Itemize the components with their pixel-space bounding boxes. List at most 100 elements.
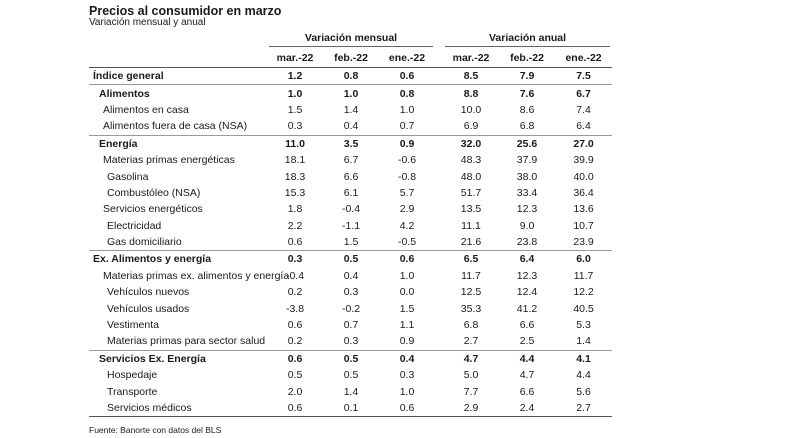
row-label: Electricidad bbox=[107, 219, 162, 232]
table-title: Precios al consumidor en marzo bbox=[89, 4, 282, 18]
table-cell: 8.8 bbox=[443, 84, 500, 102]
table-cell: 7.6 bbox=[499, 84, 556, 102]
table-cell: 1.5 bbox=[343, 236, 359, 249]
table-cell: 1.4 bbox=[576, 335, 591, 348]
table-row: Combustóleo (NSA) 15.3 6.1 5.7 51.7 33.4 36.4 bbox=[89, 185, 612, 201]
table-cell: -0.6 bbox=[397, 154, 417, 167]
table-cell: 0.3 bbox=[267, 250, 323, 268]
table-cell: 1.5 bbox=[287, 103, 303, 116]
table-cell: 0.9 bbox=[399, 335, 415, 348]
table-cell: 5.3 bbox=[576, 319, 591, 332]
group-header-annual: Variación anual bbox=[444, 32, 611, 47]
table-cell: 0.6 bbox=[267, 349, 323, 368]
table-cell: 8.6 bbox=[519, 103, 535, 116]
table-cell: 12.3 bbox=[516, 203, 538, 216]
row-label: Gasolina bbox=[107, 170, 149, 183]
source-note: Fuente: Banorte con datos del BLS bbox=[89, 425, 222, 435]
table-cell: 0.6 bbox=[379, 66, 436, 85]
table-row: Alimentos 1.0 1.0 0.8 8.8 7.6 6.7 bbox=[89, 84, 613, 102]
table-cell: 10.7 bbox=[573, 219, 594, 232]
table-cell: 0.3 bbox=[399, 369, 415, 382]
table-cell: 1.0 bbox=[399, 269, 415, 282]
table-cell: 12.5 bbox=[460, 286, 482, 299]
table-cell: 18.1 bbox=[284, 154, 306, 167]
table-cell: 1.5 bbox=[399, 302, 415, 315]
table-cell: 36.4 bbox=[573, 186, 594, 199]
row-label: Vehículos usados bbox=[107, 302, 190, 315]
row-label: Transporte bbox=[107, 385, 158, 398]
table-cell: 37.9 bbox=[516, 154, 538, 167]
table-cell: 2.7 bbox=[555, 399, 613, 418]
table-cell: 6.5 bbox=[443, 250, 500, 268]
table-cell: 6.8 bbox=[463, 319, 479, 332]
table-cell: 13.6 bbox=[573, 203, 594, 216]
table-row: Ex. Alimentos y energía 0.3 0.5 0.6 6.5 6.4 6.… bbox=[89, 250, 613, 268]
row-label: Índice general bbox=[89, 66, 267, 85]
row-label: Vehículos nuevos bbox=[107, 286, 190, 299]
table-cell: 2.0 bbox=[287, 385, 303, 398]
table-cell: 0.6 bbox=[379, 399, 436, 418]
column-header-row: mar.-22 feb.-22 ene.-22 mar.-22 feb.-22 … bbox=[89, 48, 613, 68]
table-cell: 11.1 bbox=[461, 219, 481, 232]
table-cell: -0.5 bbox=[397, 236, 417, 249]
table-cell: 0.6 bbox=[287, 319, 303, 332]
table-cell: 40.5 bbox=[573, 302, 594, 315]
table-cell: 1.0 bbox=[267, 84, 323, 102]
table-cell: 51.7 bbox=[460, 186, 482, 199]
table-cell: 35.3 bbox=[460, 302, 482, 315]
table-cell: 4.2 bbox=[399, 219, 415, 232]
table-cell: -0.2 bbox=[341, 302, 361, 315]
table-cell: 6.4 bbox=[576, 120, 591, 133]
table-cell: 4.1 bbox=[555, 349, 613, 368]
table-cell: 2.9 bbox=[399, 203, 415, 216]
table-cell: 0.6 bbox=[379, 250, 436, 268]
table-row: Servicios médicos 0.6 0.1 0.6 2.9 2.4 2.7 bbox=[89, 399, 613, 418]
table-cell: 0.5 bbox=[323, 250, 379, 268]
table-row: Electricidad 2.2 -1.1 4.2 11.1 9.0 10.7 bbox=[89, 218, 612, 234]
table-cell: 1.4 bbox=[343, 103, 359, 116]
table-cell: 0.4 bbox=[379, 349, 436, 368]
table-cell: 0.5 bbox=[323, 349, 379, 368]
table-cell: 12.4 bbox=[516, 286, 538, 299]
table-cell: 41.2 bbox=[516, 302, 538, 315]
table-row: Alimentos fuera de casa (NSA) 0.3 0.4 0.7 6.… bbox=[89, 118, 612, 135]
table-cell: 6.4 bbox=[499, 250, 556, 268]
group-header-monthly: Variación mensual bbox=[268, 32, 434, 47]
row-label: Alimentos en casa bbox=[103, 103, 189, 116]
table-cell: 23.8 bbox=[516, 236, 538, 249]
table-cell: 8.5 bbox=[443, 66, 500, 85]
row-label: Combustóleo (NSA) bbox=[107, 186, 201, 199]
row-label: Vestimenta bbox=[107, 319, 159, 332]
table-cell: 13.5 bbox=[460, 203, 482, 216]
table-cell: 2.9 bbox=[443, 399, 500, 418]
table-cell: 0.7 bbox=[343, 319, 359, 332]
table-row: Vehículos nuevos 0.2 0.3 0.0 12.5 12.4 12.2 bbox=[89, 284, 612, 300]
table-cell: 11.7 bbox=[461, 269, 481, 282]
group-header-row: Variación mensual Variación anual bbox=[89, 30, 612, 48]
table-row: Vestimenta 0.6 0.7 1.1 6.8 6.6 5.3 bbox=[89, 317, 612, 333]
table-cell: 0.2 bbox=[287, 286, 303, 299]
table-cell: 2.7 bbox=[463, 335, 479, 348]
table-row: Gas domiciliario 0.6 1.5 -0.5 21.6 23.8 23.9 bbox=[89, 234, 612, 251]
table-cell: 0.1 bbox=[323, 399, 379, 418]
table-cell: 38.0 bbox=[516, 170, 538, 183]
table-cell: 0.5 bbox=[287, 369, 303, 382]
table-cell: 0.4 bbox=[343, 269, 359, 282]
column-header: mar.-22 bbox=[443, 48, 500, 68]
table-cell: 11.7 bbox=[573, 269, 594, 282]
table-row: Materias primas energéticas 18.1 6.7 -0.6 48… bbox=[89, 152, 612, 168]
table-cell: 5.0 bbox=[463, 369, 479, 382]
table-cell: 3.5 bbox=[323, 134, 379, 152]
table-cell: 6.9 bbox=[463, 120, 479, 133]
row-label: Ex. Alimentos y energía bbox=[89, 250, 267, 268]
table-cell: 0.3 bbox=[343, 335, 359, 348]
table-cell: 48.3 bbox=[460, 154, 482, 167]
table-cell: 4.4 bbox=[576, 369, 591, 382]
column-header: mar.-22 bbox=[267, 48, 323, 68]
table-row: Vehículos usados -3.8 -0.2 1.5 35.3 41.2 40.5 bbox=[89, 300, 612, 316]
table-cell: 0.3 bbox=[343, 286, 359, 299]
row-label: Hospedaje bbox=[107, 369, 158, 382]
table-cell: 4.7 bbox=[519, 369, 535, 382]
table-cell: 6.7 bbox=[555, 84, 613, 102]
row-label: Materias primas ex. alimentos y energía bbox=[103, 269, 290, 282]
